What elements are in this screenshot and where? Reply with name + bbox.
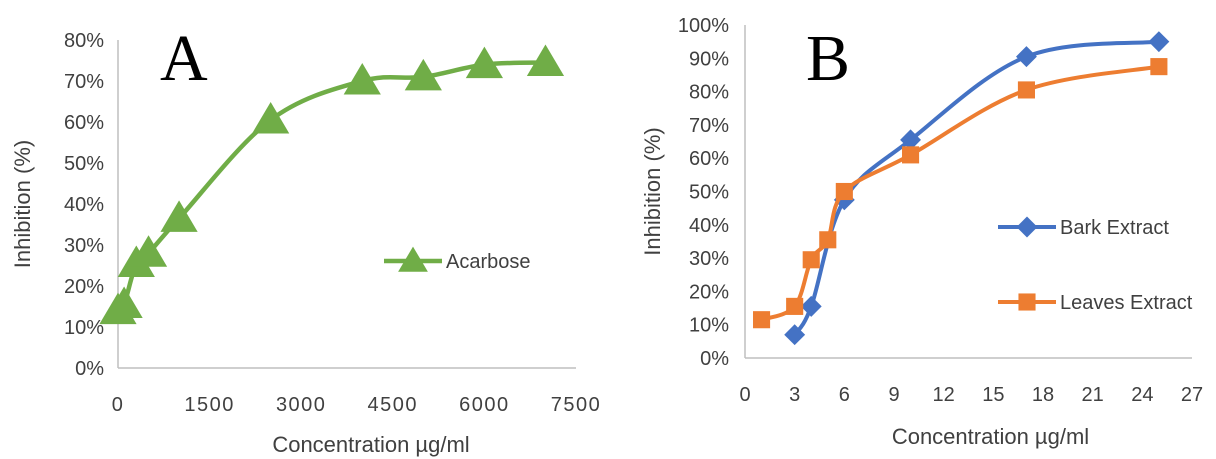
data-point-leaves-extract <box>786 297 804 315</box>
data-point-acarbose <box>343 63 381 95</box>
x-tick-label: 9 <box>888 384 899 406</box>
data-point-bark-extract <box>900 129 922 151</box>
y-tick-label: 50% <box>64 153 104 175</box>
y-tick-label: 60% <box>64 112 104 134</box>
y-tick-label: 100% <box>678 15 729 37</box>
y-tick-label: 40% <box>64 194 104 216</box>
data-point-leaves-extract <box>1017 81 1035 99</box>
x-tick-label: 0 <box>112 394 125 416</box>
data-point-leaves-extract <box>1150 58 1168 76</box>
x-tick-label: 3 <box>789 384 800 406</box>
panel-a: A 0% 10% 20% 30% 40% 50% 60% 70% 80% 0 1500 3000 450… <box>10 22 602 457</box>
y-tick-label: 80% <box>64 30 104 52</box>
x-tick-label: 3000 <box>276 394 327 416</box>
x-tick-label: 24 <box>1131 384 1153 406</box>
data-point-acarbose <box>526 44 565 77</box>
y-tick-label: 40% <box>689 215 729 237</box>
data-point-acarbose <box>105 286 143 318</box>
data-point-leaves-extract <box>902 146 920 164</box>
data-point-leaves-extract <box>819 231 837 249</box>
data-point-acarbose <box>252 101 290 134</box>
y-tick-label: 70% <box>64 71 104 93</box>
data-point-leaves-extract <box>835 182 853 201</box>
y-tick-label: 30% <box>64 235 104 257</box>
legend-marker-leaves-extract <box>1018 293 1036 311</box>
x-tick-label: 18 <box>1032 384 1054 406</box>
data-point-acarbose <box>404 58 442 91</box>
x-tick-label: 0 <box>739 384 750 406</box>
data-point-acarbose <box>160 200 198 232</box>
data-point-acarbose <box>129 235 168 267</box>
y-tick-label: 0% <box>75 358 104 380</box>
series-line-leaves-extract <box>760 64 1160 322</box>
y-tick-label: 10% <box>689 315 729 337</box>
y-tick-label: 20% <box>689 281 729 303</box>
y-tick-label: 60% <box>689 148 729 170</box>
legend-marker-acarbose <box>398 246 428 272</box>
data-point-bark-extract <box>784 324 806 346</box>
legend-label-bark-extract: Bark Extract <box>1060 217 1169 239</box>
y-tick-label: 50% <box>689 182 729 204</box>
y-axis-label: Inhibition (%) <box>640 127 665 255</box>
data-point-bark-extract <box>1015 46 1037 68</box>
series-line-acarbose <box>116 60 546 313</box>
data-point-bark-extract <box>800 295 822 317</box>
x-tick-label: 27 <box>1181 384 1203 406</box>
x-tick-label: 4500 <box>368 394 419 416</box>
panel-label-a: A <box>160 22 208 95</box>
legend-label-leaves-extract: Leaves Extract <box>1060 292 1193 314</box>
x-tick-label: 15 <box>982 384 1004 406</box>
data-point-acarbose <box>465 46 503 79</box>
y-tick-label: 0% <box>700 348 729 370</box>
y-tick-label: 90% <box>689 48 729 70</box>
x-tick-label: 7500 <box>551 394 602 416</box>
panel-label-b: B <box>806 22 850 95</box>
legend-marker-bark-extract <box>1016 216 1038 238</box>
y-tick-label: 70% <box>689 115 729 137</box>
legend-label-acarbose: Acarbose <box>446 251 531 273</box>
y-tick-label: 30% <box>689 248 729 270</box>
data-point-leaves-extract <box>753 311 771 329</box>
x-tick-label: 6000 <box>459 394 510 416</box>
x-axis-label: Concentration µg/ml <box>892 424 1089 449</box>
x-tick-label: 1500 <box>184 394 235 416</box>
y-tick-label: 80% <box>689 82 729 104</box>
data-point-leaves-extract <box>802 251 820 269</box>
x-tick-label: 12 <box>933 384 955 406</box>
data-point-bark-extract <box>1148 31 1170 53</box>
x-axis-label: Concentration µg/ml <box>272 432 469 457</box>
panel-b: B 0% 10% 20% 30% 40% 50% 60% 70% 80% 90% 100% 0 3 6 9 1… <box>640 15 1203 449</box>
x-tick-label: 6 <box>839 384 850 406</box>
x-tick-label: 21 <box>1082 384 1104 406</box>
y-axis-label: Inhibition (%) <box>10 140 35 268</box>
y-tick-label: 10% <box>64 317 104 339</box>
y-tick-label: 20% <box>64 276 104 298</box>
